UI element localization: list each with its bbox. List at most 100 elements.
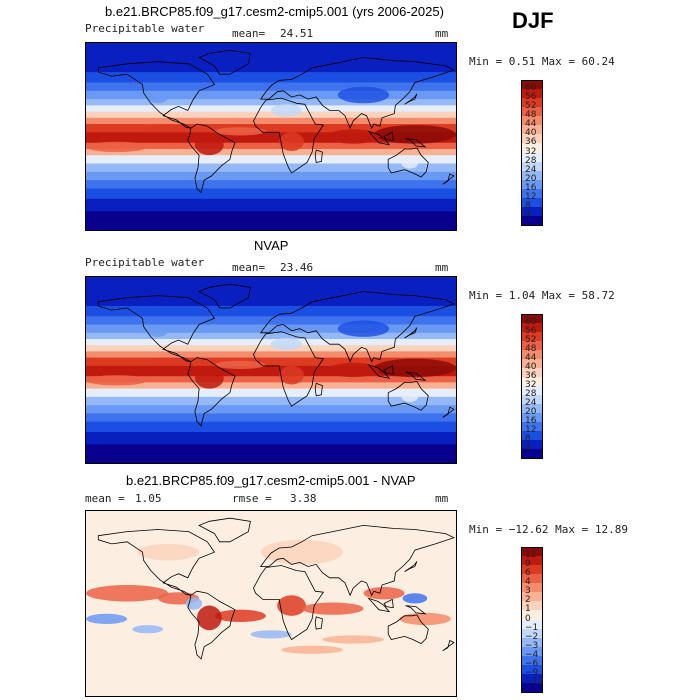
colorbar-tick-label: −9 [525,667,539,678]
map-band [86,142,456,150]
colorbar-tick-label: 4 [525,209,531,220]
colorbar-swatch [521,350,543,360]
map-band [86,405,456,414]
colorbar-tick-label: 4 [525,443,531,453]
colorbar-tick-label: 32 [525,380,537,390]
coastline [404,93,418,105]
coastline [367,597,391,613]
coastline [198,283,251,309]
map-feature [271,337,302,351]
colorbar-swatch [521,646,543,657]
map-feature [194,367,224,389]
map-feature [401,158,418,169]
map-feature [214,360,266,369]
colorbar-swatch [521,664,543,675]
colorbar-tick-label: 8 [525,434,531,444]
colorbar-tick-label: 52 [525,335,537,345]
map-band [86,132,456,144]
map-band [86,376,456,383]
map-feature [327,129,379,144]
colorbar-swatch [521,341,543,351]
map-band [86,124,456,133]
colorbar-tick-label: 60 [525,83,537,94]
colorbar-swatch [521,314,543,324]
panel2-colorbar: 60 56 52 48 44 40 36 32 28 24 20 16 12 8 4 [521,314,543,459]
panel2-range: Min = 1.04 Max = 58.72 [469,289,615,302]
colorbar-swatch [521,565,543,575]
colorbar-swatch [521,592,543,602]
colorbar-tick-label: −2 [525,631,539,642]
colorbar-tick-label: 56 [525,92,537,103]
map-band [86,345,456,352]
map-band [86,351,456,359]
colorbar-swatch [521,89,543,99]
map-feature [301,602,364,615]
colorbar-swatch [521,547,543,557]
colorbar-tick-label: 24 [525,164,537,175]
colorbar-tick-label: 44 [525,353,537,363]
colorbar-tick-label: 6 [525,568,531,579]
coastline [367,130,391,146]
colorbar-tick-label: 12 [525,425,537,435]
panel1-title: b.e21.BRCP85.f09_g17.cesm2-cmip5.001 (yr… [105,4,444,19]
map-band [86,332,456,340]
colorbar-swatch [521,404,543,414]
map-feature [277,595,306,616]
coastline [404,561,418,572]
map-feature [279,365,304,385]
map-band [86,72,456,84]
panel1-colorbar: 60 56 52 48 44 40 36 32 28 24 20 16 12 8 4 [521,80,543,226]
coastline [97,295,216,363]
map-band [86,155,456,165]
colorbar-swatch [521,80,543,90]
coastline [367,363,391,379]
colorbar-swatch [521,583,543,593]
panel3-colorbar: 12 9 6 4 3 2 1 0 −1 −2 −3 −4 −6 −9 −12 [521,547,544,693]
colorbar-tick-label: 36 [525,137,537,148]
map-feature [147,357,189,366]
coastline [187,357,236,427]
colorbar-tick-label: 24 [525,398,537,408]
coastline [97,529,216,596]
colorbar-tick-label: 44 [525,119,537,130]
map-band [86,388,456,398]
coastline [253,331,325,407]
map-band [86,413,456,423]
panel1-map [85,42,457,231]
colorbar-tick-label: 1 [525,604,531,615]
map-feature [322,635,385,644]
panel3-mean-label: mean = [85,492,125,505]
panel2-mean-value: 23.46 [280,261,314,274]
colorbar-tick-label: 40 [525,128,537,139]
map-band [86,180,456,190]
colorbar-tick-label: 9 [525,559,531,570]
colorbar-swatch [521,377,543,387]
colorbar-tick-label: 56 [525,326,537,336]
map-band [86,382,456,390]
panel2-variable-label: Precipitable water [85,256,205,269]
map-band [86,396,456,406]
colorbar-swatch [521,206,543,217]
map-feature [147,124,189,133]
map-band [86,163,456,173]
map-feature [279,132,304,152]
map-feature [399,612,451,626]
panel2-units: mm [435,261,449,274]
colorbar-swatch [521,556,543,566]
colorbar-swatch [521,215,543,226]
coastline [442,406,455,418]
map-band [86,105,456,113]
colorbar-swatch [521,431,543,441]
colorbar-tick-label: 40 [525,362,537,372]
colorbar-swatch [521,619,543,630]
coastline [314,149,323,163]
colorbar-swatch [521,170,543,181]
colorbar-tick-label: 12 [525,191,537,202]
coastline [405,138,427,148]
colorbar-swatch [521,395,543,405]
colorbar-tick-label: 16 [525,416,537,426]
colorbar-swatch [521,673,543,684]
map-feature [147,90,169,104]
map-feature [327,362,379,378]
panel3-mean-value: 1.05 [135,492,162,505]
